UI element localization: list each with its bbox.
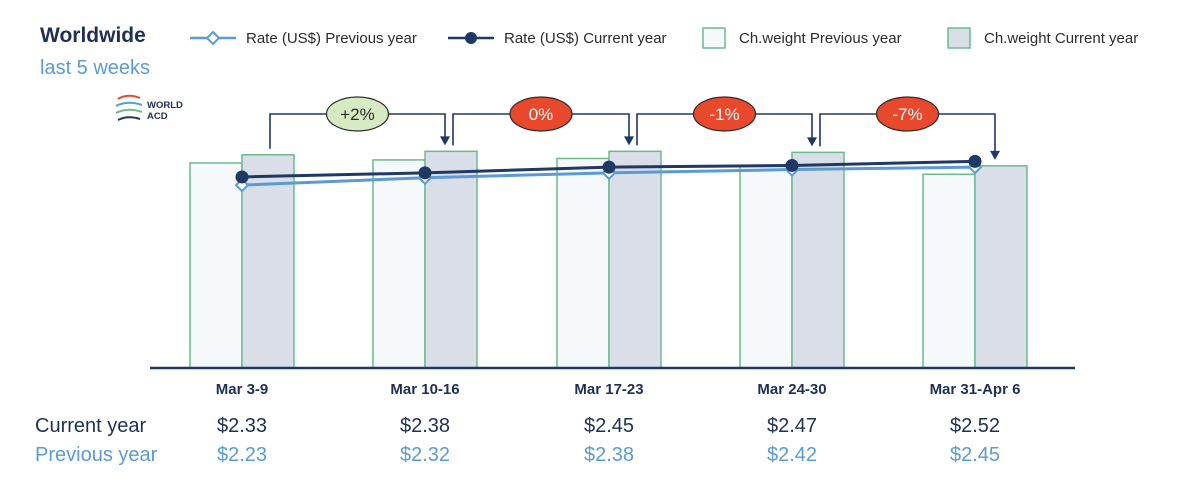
legend-label: Ch.weight Previous year: [739, 30, 902, 47]
rate-lines: [234, 154, 983, 193]
table-cell: $2.38: [400, 415, 450, 437]
bar-cur: [608, 150, 662, 369]
connector-arrow-icon: [624, 136, 634, 146]
rate-point-cur: [418, 166, 432, 180]
logo-line-2: ACD: [147, 111, 168, 122]
legend-diamond-marker: [205, 30, 221, 46]
rate-point-cur: [235, 170, 249, 184]
x-tick-label: Mar 10-16: [390, 381, 459, 398]
x-tick-labels: Mar 3-9 Mar 10-16 Mar 17-23 Mar 24-30 Mar 31…: [216, 381, 1021, 398]
table-cell: $2.42: [767, 444, 817, 466]
table-cell: $2.45: [950, 444, 1000, 466]
logo-swoosh-4: [117, 116, 141, 121]
logo-swoosh-1: [117, 94, 141, 100]
table-cell: $2.47: [767, 415, 817, 437]
world-acd-logo: WORLD ACD: [115, 94, 183, 122]
legend-label: Rate (US$) Current year: [504, 30, 667, 47]
change-badge-label: -7%: [892, 105, 922, 124]
x-tick-label: Mar 24-30: [757, 381, 826, 398]
legend-label: Rate (US$) Previous year: [246, 30, 417, 47]
x-tick-label: Mar 17-23: [574, 381, 643, 398]
legend: Rate (US$) Previous year Rate (US$) Curre…: [190, 27, 1138, 49]
x-tick-label: Mar 3-9: [216, 381, 269, 398]
bar-prev: [922, 173, 976, 369]
rate-table: Current year $2.33 $2.38 $2.45 $2.47 $2.52 Pre…: [35, 415, 1000, 466]
connector-arrow-icon: [807, 137, 817, 147]
table-cell: $2.32: [400, 444, 450, 466]
bar-cur: [424, 150, 478, 369]
table-cell: $2.23: [217, 444, 267, 466]
change-badge-label: +2%: [340, 105, 375, 124]
bars-layer: [189, 150, 1028, 369]
change-badge-label: 0%: [529, 105, 554, 124]
legend-box-2: [702, 27, 726, 49]
change-badge-label: -1%: [709, 105, 739, 124]
legend-label: Ch.weight Current year: [984, 30, 1138, 47]
rate-point-cur: [968, 154, 982, 168]
change-badge: [692, 96, 757, 132]
table-cell: $2.33: [217, 415, 267, 437]
table-cell: $2.45: [584, 415, 634, 437]
table-cell: $2.38: [584, 444, 634, 466]
chart-subtitle: last 5 weeks: [40, 57, 150, 79]
legend-box-3: [947, 27, 971, 49]
change-connectors: +2% 0% -1% -7%: [269, 96, 1000, 160]
change-badge: [509, 96, 573, 132]
bar-prev: [739, 164, 793, 369]
chart-title: Worldwide: [40, 24, 146, 47]
bar-cur: [791, 151, 845, 369]
bar-cur: [241, 154, 295, 369]
legend-dot-marker: [465, 32, 477, 44]
row-label-previous: Previous year: [35, 444, 158, 466]
row-label-current: Current year: [35, 415, 146, 437]
x-tick-label: Mar 31-Apr 6: [930, 381, 1021, 398]
rate-point-cur: [785, 158, 799, 172]
bar-prev: [372, 159, 426, 369]
connector-arrow-icon: [440, 136, 450, 146]
bar-cur: [974, 165, 1028, 369]
bar-prev: [189, 162, 243, 369]
logo-line-1: WORLD: [147, 100, 183, 111]
logo-swoosh-3: [115, 108, 143, 114]
table-cell: $2.52: [950, 415, 1000, 437]
rate-point-cur: [602, 160, 616, 174]
change-badge: [325, 96, 390, 132]
logo-swoosh-2: [115, 101, 143, 107]
bar-prev: [556, 157, 610, 369]
change-badge: [875, 96, 940, 132]
connector-arrow-icon: [990, 150, 1000, 160]
